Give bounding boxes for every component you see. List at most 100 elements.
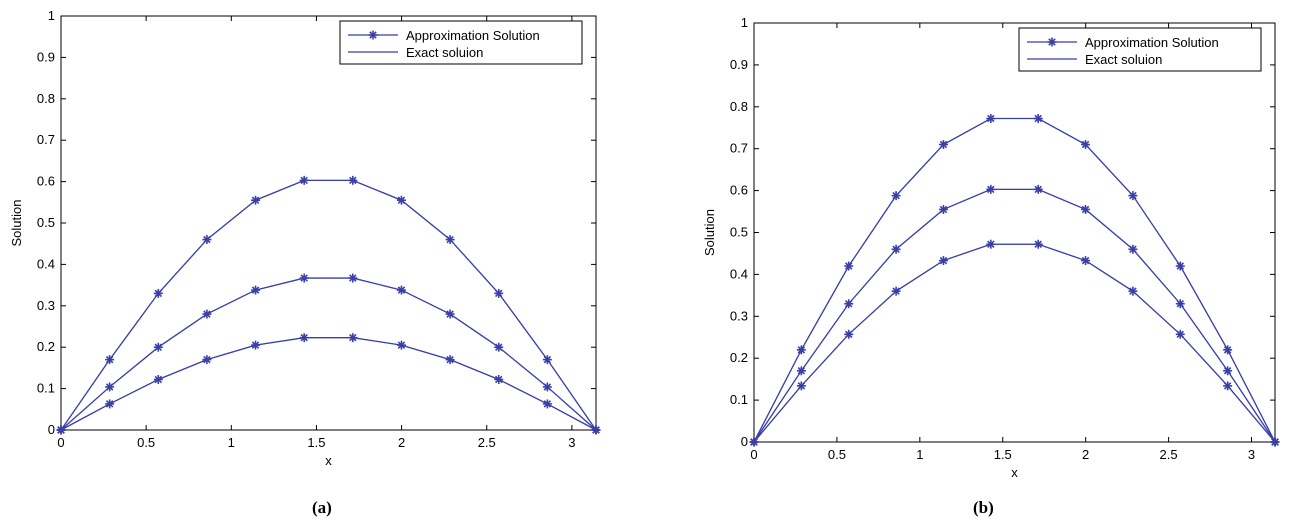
approximation-marker [986,184,996,194]
y-axis-label: Solution [702,209,717,256]
approximation-marker [844,261,854,271]
y-tick-label: 1 [48,8,55,23]
approximation-marker [986,239,996,249]
approximation-marker [153,342,163,352]
y-tick-label: 0.9 [730,57,748,72]
x-tick-label: 1 [916,447,923,462]
legend-label-exact: Exact soluion [406,45,483,60]
approximation-marker [1033,114,1043,124]
x-tick-label: 2 [1082,447,1089,462]
approximation-marker [105,382,115,392]
x-tick-label: 0 [57,435,64,450]
y-tick-label: 0.6 [37,174,55,189]
approximation-marker [986,114,996,124]
approximation-marker [891,244,901,254]
legend: Approximation Solution Exact soluion [339,20,583,65]
approximation-marker [938,256,948,266]
approximation-marker [591,425,601,435]
approximation-marker [396,195,406,205]
approximation-marker [1175,261,1185,271]
approximation-marker [1223,366,1233,376]
y-tick-label: 0.8 [730,99,748,114]
approximation-marker [251,285,261,295]
approximation-marker [299,333,309,343]
approximation-solution-line-1 [753,118,1276,443]
y-tick-label: 0.1 [730,392,748,407]
approximation-marker [1175,329,1185,339]
approximation-solution-line-2 [753,188,1276,443]
y-tick-label: 0.5 [37,215,55,230]
legend-label-approximation: Approximation Solution [1085,35,1219,50]
legend-label-exact: Exact soluion [1085,52,1162,67]
approximation-marker [1033,239,1043,249]
y-tick-label: 0.2 [730,350,748,365]
exact-solution-line-2 [753,188,1276,443]
x-tick-label: 3 [1248,447,1255,462]
y-tick-label: 0.7 [37,132,55,147]
y-tick-label: 0 [741,434,748,449]
approximation-marker [796,381,806,391]
y-tick-label: 1 [741,15,748,30]
approximation-marker [299,175,309,185]
approximation-marker [202,235,212,245]
x-axis-label: x [325,453,332,468]
approximation-marker [1223,381,1233,391]
x-axis-label: x [1011,465,1018,480]
approximation-marker [542,382,552,392]
x-tick-label: 0 [750,447,757,462]
legend-box [1018,27,1262,72]
panel-label-b: (b) [973,498,994,517]
approximation-marker [1081,140,1091,150]
approximation-marker [891,191,901,201]
x-tick-label: 2.5 [478,435,496,450]
y-axis-label: Solution [9,200,24,247]
y-tick-label: 0.5 [730,225,748,240]
approximation-marker [445,235,455,245]
exact-solution-line-3 [753,243,1276,443]
exact-solution-line-3 [60,337,597,431]
approximation-solution-line-2 [60,277,597,431]
approximation-marker [1223,345,1233,355]
legend-marker-approximation [1047,37,1057,47]
x-tick-label: 2 [398,435,405,450]
exact-solution-line-1 [60,179,597,431]
approximation-marker [542,399,552,409]
approximation-marker [396,340,406,350]
approximation-marker [105,355,115,365]
approximation-marker [396,285,406,295]
legend: Approximation Solution Exact soluion [1018,27,1262,72]
approximation-marker [938,204,948,214]
approximation-marker [844,329,854,339]
approximation-marker [796,345,806,355]
x-tick-label: 1 [228,435,235,450]
approximation-marker [796,366,806,376]
approximation-marker [1128,244,1138,254]
approximation-marker [251,195,261,205]
approximation-marker [1270,437,1280,447]
approximation-marker [348,175,358,185]
approximation-marker [153,288,163,298]
chart-a: 0 0.1 0.2 0.3 0.4 0.5 0.6 0.7 0.8 0.9 1 0 0.5 1 1.5 2 2.… [9,8,601,468]
y-tick-label: 0.3 [37,298,55,313]
approximation-marker [494,288,504,298]
approximation-marker [56,425,66,435]
approximation-marker [1175,299,1185,309]
y-tick-label: 0.2 [37,339,55,354]
y-tick-label: 0.9 [37,49,55,64]
approximation-marker [299,273,309,283]
approximation-solution-line-3 [60,337,597,431]
y-tick-label: 0 [48,422,55,437]
approximation-marker [749,437,759,447]
approximation-marker [153,374,163,384]
legend-label-approximation: Approximation Solution [406,28,540,43]
y-tick-label: 0.8 [37,91,55,106]
x-tick-label: 0.5 [137,435,155,450]
panel-label-a: (a) [312,498,332,517]
approximation-marker [202,309,212,319]
approximation-marker [202,355,212,365]
approximation-marker [348,273,358,283]
approximation-marker [105,399,115,409]
plot-frame [753,22,1276,443]
y-tick-label: 0.3 [730,308,748,323]
plot-frame [60,15,597,431]
